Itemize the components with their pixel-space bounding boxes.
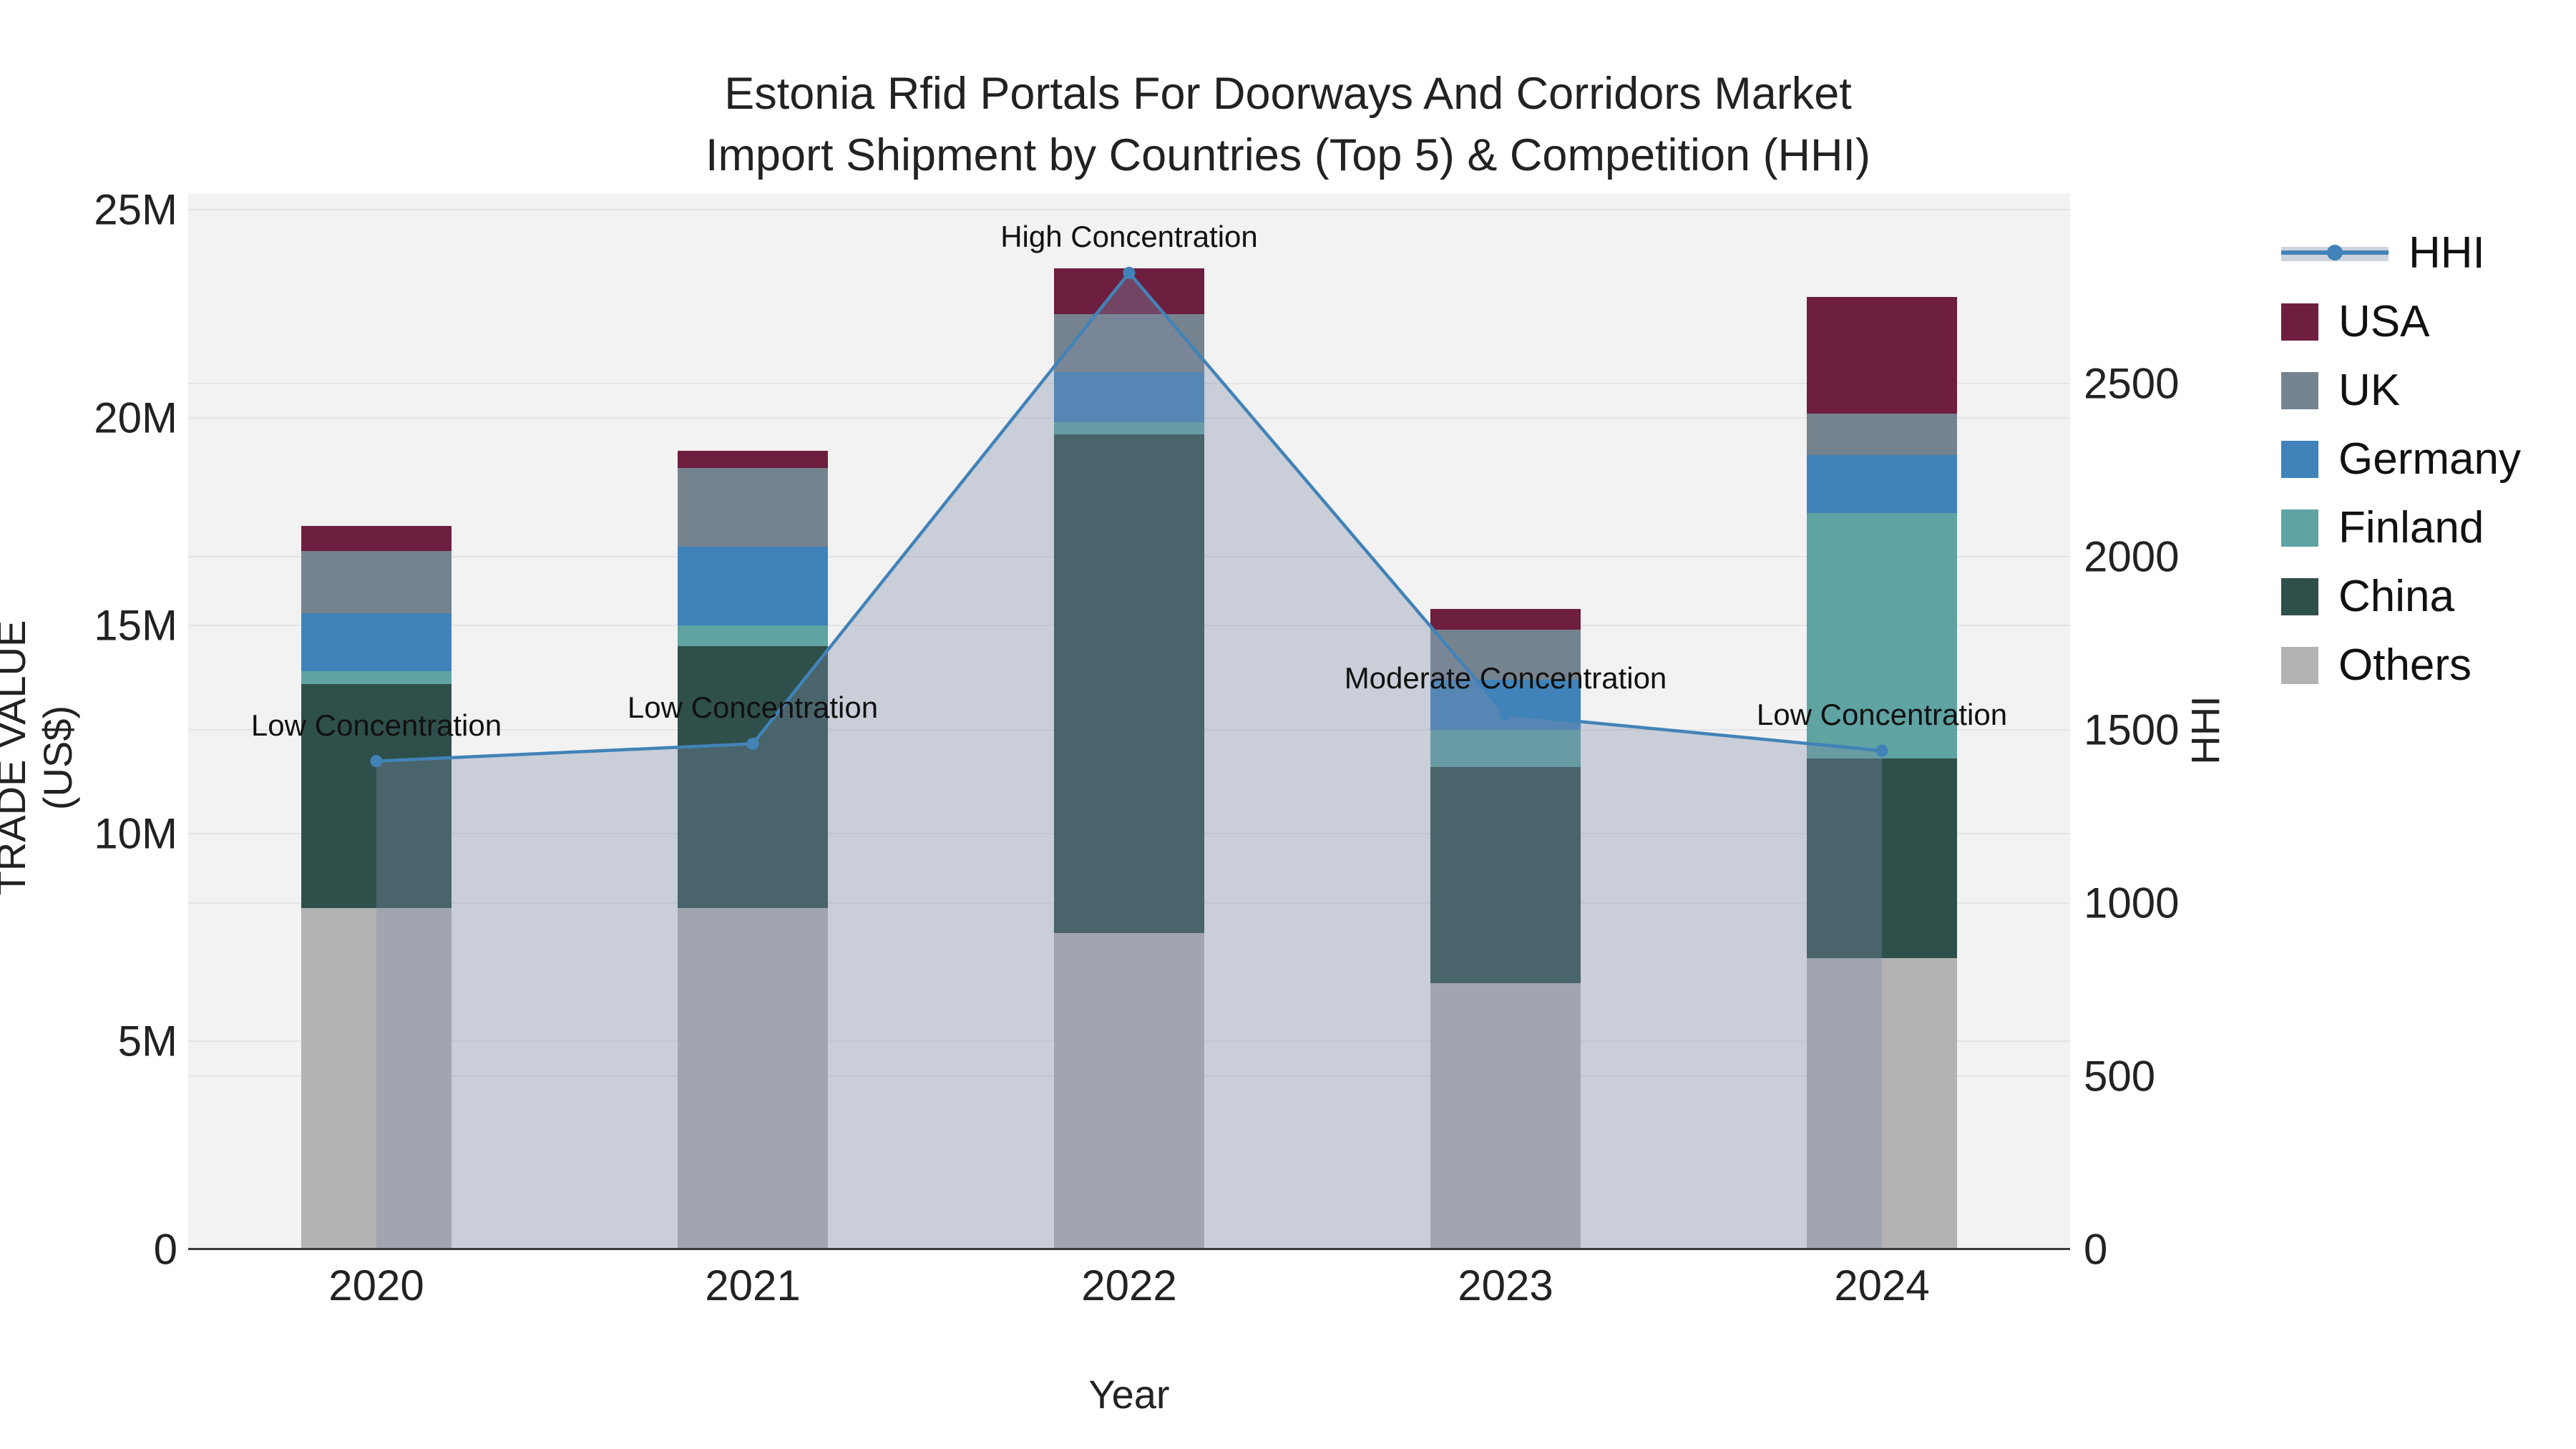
legend: HHI USA UK Germany Finland China Others bbox=[2281, 228, 2521, 690]
bar-segment-germany-2022 bbox=[1054, 371, 1204, 422]
bar-segment-finland-2021 bbox=[678, 625, 828, 647]
legend-square-swatch bbox=[2281, 371, 2318, 409]
legend-item-germany[interactable]: Germany bbox=[2281, 434, 2521, 484]
hhi-marker-2020 bbox=[370, 755, 383, 768]
bar-segment-china-2020 bbox=[301, 683, 452, 909]
bar-segment-china-2021 bbox=[678, 646, 828, 909]
legend-label: China bbox=[2338, 572, 2454, 621]
legend-item-china[interactable]: China bbox=[2281, 572, 2521, 621]
annotation-2020: Low Concentration bbox=[250, 708, 502, 742]
bar-segment-finland-2024 bbox=[1807, 513, 1957, 759]
hhi-marker-2022 bbox=[1123, 266, 1136, 279]
x-axis-line bbox=[188, 1248, 2070, 1250]
y2-tick: 500 bbox=[2084, 1052, 2156, 1101]
bar-segment-usa-2023 bbox=[1430, 609, 1581, 630]
legend-square-swatch bbox=[2281, 646, 2318, 684]
bar-segment-uk-2022 bbox=[1054, 313, 1204, 372]
legend-label: Finland bbox=[2338, 503, 2484, 552]
legend-item-usa[interactable]: USA bbox=[2281, 297, 2521, 346]
chart-title: Estonia Rfid Portals For Doorways And Co… bbox=[0, 63, 2576, 187]
legend-square-swatch bbox=[2281, 440, 2318, 478]
x-tick-2020: 2020 bbox=[328, 1262, 424, 1309]
bar-segment-others-2024 bbox=[1807, 958, 1957, 1249]
bar-segment-china-2024 bbox=[1807, 758, 1957, 959]
bar-segment-uk-2021 bbox=[678, 467, 828, 547]
bar-segment-china-2022 bbox=[1054, 434, 1204, 934]
annotation-2022: High Concentration bbox=[1000, 220, 1258, 254]
hhi-area-fill bbox=[376, 273, 1882, 1249]
y2-tick: 1500 bbox=[2084, 706, 2180, 754]
bar-segment-china-2023 bbox=[1430, 766, 1581, 984]
legend-item-others[interactable]: Others bbox=[2281, 640, 2521, 690]
legend-item-uk[interactable]: UK bbox=[2281, 366, 2521, 415]
x-axis-title: Year bbox=[1088, 1372, 1170, 1417]
bar-segment-others-2020 bbox=[301, 908, 452, 1249]
bar-segment-others-2023 bbox=[1430, 983, 1581, 1249]
plot-area bbox=[188, 193, 2070, 1249]
y-tick: 10M bbox=[94, 809, 177, 858]
annotation-2024: Low Concentration bbox=[1756, 698, 2008, 732]
hhi-marker-2024 bbox=[1875, 744, 1888, 757]
y-tick: 25M bbox=[94, 185, 177, 234]
y2-tick: 0 bbox=[2084, 1225, 2108, 1274]
legend-item-hhi[interactable]: HHI bbox=[2281, 228, 2521, 278]
x-tick-2023: 2023 bbox=[1458, 1262, 1553, 1309]
legend-square-swatch bbox=[2281, 577, 2318, 615]
y2-tick: 1000 bbox=[2084, 879, 2180, 927]
y-tick: 15M bbox=[94, 601, 177, 650]
chart-title-line2: Import Shipment by Countries (Top 5) & C… bbox=[705, 130, 1871, 181]
bar-segment-germany-2024 bbox=[1807, 455, 1957, 514]
y-tick: 20M bbox=[94, 394, 177, 442]
y2-tick: 2000 bbox=[2084, 532, 2180, 581]
annotation-2021: Low Concentration bbox=[627, 691, 879, 725]
x-tick-2021: 2021 bbox=[705, 1262, 801, 1309]
x-tick-2022: 2022 bbox=[1081, 1262, 1177, 1309]
gridline-y bbox=[188, 209, 2070, 211]
legend-square-swatch bbox=[2281, 303, 2318, 341]
bar-segment-germany-2021 bbox=[678, 546, 828, 626]
hhi-marker-2021 bbox=[746, 737, 759, 750]
hhi-marker-2023 bbox=[1499, 708, 1512, 721]
y2-axis-title: HHI bbox=[2182, 696, 2228, 765]
bar-segment-germany-2020 bbox=[301, 613, 452, 672]
bar-segment-usa-2021 bbox=[678, 451, 828, 468]
bar-segment-uk-2020 bbox=[301, 550, 452, 613]
y-tick: 0 bbox=[153, 1225, 177, 1274]
legend-label: UK bbox=[2338, 366, 2401, 415]
hhi-line-layer bbox=[370, 266, 1888, 1249]
chart-title-line1: Estonia Rfid Portals For Doorways And Co… bbox=[724, 69, 1852, 119]
legend-label: HHI bbox=[2409, 228, 2485, 278]
bar-segment-others-2021 bbox=[678, 908, 828, 1249]
bar-segment-uk-2024 bbox=[1807, 413, 1957, 456]
y2-tick: 2500 bbox=[2084, 359, 2180, 408]
bar-segment-finland-2023 bbox=[1430, 729, 1581, 767]
bar-segment-others-2022 bbox=[1054, 933, 1204, 1249]
bar-segment-usa-2020 bbox=[301, 525, 452, 551]
bar-segment-finland-2022 bbox=[1054, 421, 1204, 435]
x-tick-2024: 2024 bbox=[1834, 1262, 1930, 1309]
legend-label: USA bbox=[2338, 297, 2430, 346]
bar-segment-usa-2024 bbox=[1807, 297, 1957, 414]
y-axis-title: TRADE VALUE (US$) bbox=[0, 620, 80, 896]
y-tick: 5M bbox=[117, 1017, 177, 1065]
bar-segment-germany-2023 bbox=[1430, 679, 1581, 730]
legend-square-swatch bbox=[2281, 509, 2318, 547]
legend-label: Germany bbox=[2338, 434, 2521, 484]
annotation-2023: Moderate Concentration bbox=[1344, 661, 1667, 696]
legend-label: Others bbox=[2338, 640, 2472, 690]
legend-item-finland[interactable]: Finland bbox=[2281, 503, 2521, 552]
legend-line-swatch bbox=[2281, 233, 2389, 273]
bar-segment-finland-2020 bbox=[301, 671, 452, 684]
